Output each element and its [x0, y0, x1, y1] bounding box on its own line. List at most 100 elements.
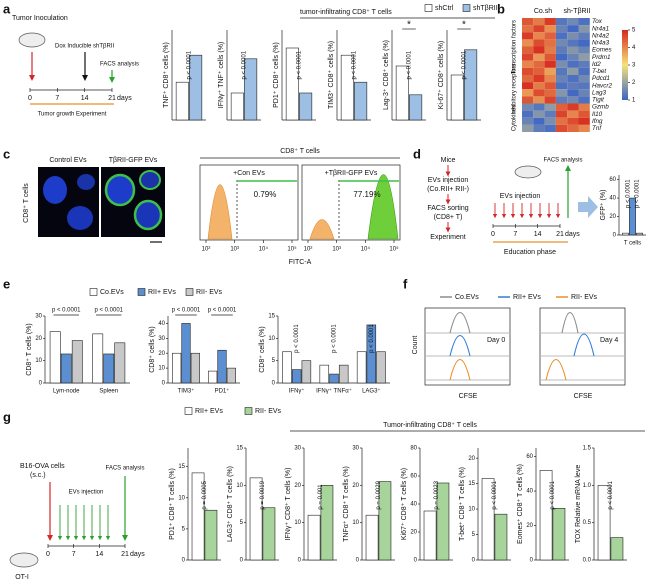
heatmap-cell	[567, 124, 579, 132]
heatmap-cell	[555, 103, 568, 111]
bar	[60, 353, 72, 384]
p-value: p < 0.0001	[242, 50, 248, 79]
y-axis-label: CD8⁺ cells (%)	[149, 326, 156, 372]
timeline-label: 14	[81, 95, 89, 102]
y-tick-label: 10	[178, 495, 185, 501]
y-axis-label: Ki67⁺ CD8⁺ T cells (%)	[401, 468, 408, 540]
colorbar-label: 4	[632, 45, 636, 51]
legend-label: RII- EVs	[571, 294, 598, 301]
y-axis-label: TNF⁺ CD8⁺ cells (%)	[163, 42, 170, 108]
bar	[378, 481, 392, 561]
y-tick-label: 30	[158, 336, 165, 342]
heatmap-cell	[522, 60, 534, 68]
heatmap-cell	[522, 25, 534, 33]
timeline-label: 7	[55, 95, 59, 102]
heatmap-cell	[567, 18, 579, 26]
gene-label: Ifng	[592, 118, 603, 125]
y-tick-label: 15	[178, 464, 185, 470]
significance: *	[407, 20, 411, 31]
timeline-label: 0	[28, 95, 32, 102]
legend-label: RII- EVs	[255, 408, 282, 415]
y-tick-label: 0	[182, 558, 186, 564]
timeline-unit: days	[117, 95, 132, 102]
bar	[71, 340, 83, 384]
legend-label: RII+ EVs	[195, 408, 223, 415]
heatmap-cell	[522, 32, 534, 40]
y-tick-label: 30	[352, 446, 359, 452]
heatmap-cell	[533, 46, 545, 54]
category-label: TIM3⁺	[178, 388, 195, 395]
step: Experiment	[430, 234, 465, 241]
legend-label: RII- EVs	[196, 289, 223, 296]
flow-frame	[301, 164, 401, 241]
timeline-label: 14	[534, 231, 542, 238]
bar	[249, 477, 263, 561]
p-value: p < 0.0001	[294, 324, 300, 353]
injection-arrows	[492, 203, 561, 219]
heatmap-cell	[578, 117, 590, 125]
y-tick-label: 20	[294, 483, 301, 489]
panel-letter: f	[403, 276, 408, 291]
x-tick-label: 10⁵	[287, 246, 297, 253]
heatmap-cell	[544, 117, 556, 125]
step: Mice	[441, 157, 456, 164]
timeline-unit: days	[130, 551, 145, 558]
heatmap-cell	[544, 110, 556, 118]
y-tick-label: 30	[35, 314, 42, 320]
heatmap-cell	[522, 117, 534, 125]
p-value: p < 0.0001	[352, 50, 358, 79]
gene-label: Lag3	[592, 89, 607, 96]
heatmap-cell	[578, 89, 590, 97]
p-value: p < 0.0001	[462, 50, 468, 79]
y-axis-label: IFNγ⁺ TNF⁺ cells (%)	[218, 42, 225, 109]
x-tick-label: 10⁴	[361, 246, 371, 253]
colorbar-label: 5	[632, 28, 636, 34]
legend-swatch	[137, 288, 146, 296]
plot-label: Day 4	[600, 337, 618, 344]
bar	[191, 472, 205, 561]
gene-label: Eomes	[592, 47, 612, 54]
panel-letter: g	[3, 409, 11, 424]
heatmap-cell	[578, 18, 590, 26]
y-tick-label: 40	[526, 489, 533, 495]
bar	[175, 81, 189, 121]
bar	[299, 92, 313, 121]
y-tick-label: 40	[158, 321, 165, 327]
legend-swatch	[185, 288, 194, 296]
y-tick-label: 5	[472, 532, 476, 538]
bar	[622, 232, 629, 236]
y-axis-label: PD1⁺ CD8⁺ cells (%)	[273, 42, 280, 108]
bar	[189, 54, 203, 121]
timeline-unit: days	[565, 231, 580, 238]
timeline-label: 7	[513, 231, 517, 238]
y-tick-label: 5	[182, 526, 186, 532]
plot-frame	[424, 307, 511, 386]
bar	[217, 349, 227, 384]
y-tick-label: 0	[39, 381, 43, 387]
y-tick-label: 60	[609, 177, 616, 183]
y-tick-label: 0	[530, 558, 534, 564]
timeline-label: 21	[121, 551, 129, 558]
schematic-label: (s.c.)	[30, 472, 46, 479]
colorbar-label: 2	[632, 80, 636, 86]
heatmap-cell	[567, 46, 579, 54]
heatmap-cell	[567, 82, 579, 90]
plot-label: Day 0	[487, 337, 505, 344]
y-tick-label: 0	[414, 558, 418, 564]
y-axis-label: Count	[412, 336, 419, 355]
bar	[226, 367, 236, 384]
legend-label: RII+ EVs	[148, 289, 176, 296]
bar	[49, 331, 61, 384]
heatmap-cell	[567, 110, 579, 118]
y-axis-label: Lag-3⁺ CD8⁺ cells (%)	[383, 40, 390, 110]
group-label: Transcription factors	[512, 20, 518, 74]
heatmap-cell	[578, 67, 590, 75]
y-tick-label: 5	[240, 520, 244, 526]
heatmap-cell	[567, 75, 579, 83]
y-tick-label: 10	[268, 336, 275, 342]
mouse-icon	[9, 552, 39, 568]
heatmap-cell	[578, 32, 590, 40]
schematic-label: EVs injection	[500, 193, 541, 200]
step: (CD8+ T)	[434, 214, 463, 221]
